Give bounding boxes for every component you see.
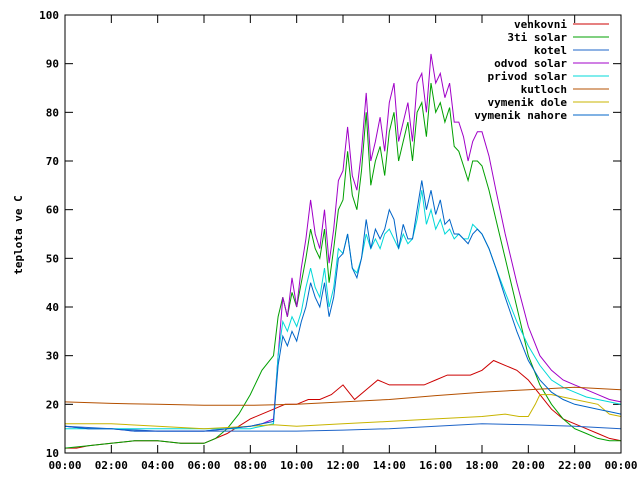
x-tick-label: 18:00 — [465, 459, 498, 472]
legend-label-kotel: kotel — [534, 44, 567, 57]
x-tick-label: 22:00 — [558, 459, 591, 472]
series-line-vymenik-nahore — [64, 180, 622, 432]
legend-label-venkovni: venkovni — [514, 18, 567, 31]
plot-frame — [64, 14, 622, 454]
legend-label-privod-solar: privod solar — [488, 70, 568, 83]
x-tick-label: 12:00 — [326, 459, 359, 472]
axes: 10 20 30 40 50 60 70 80 90 100 00:00 02:00 04:00 06:0… — [39, 9, 637, 472]
y-tick-label: 80 — [46, 106, 59, 119]
x-tick-label: 00:00 — [604, 459, 637, 472]
y-tick-label: 20 — [46, 398, 59, 411]
x-tick-label: 02:00 — [95, 459, 128, 472]
y-tick-label: 60 — [46, 204, 59, 217]
x-tick-label: 04:00 — [141, 459, 174, 472]
series-line-kutloch — [64, 386, 622, 406]
x-tick-label: 10:00 — [280, 459, 313, 472]
series-line-privod-solar — [65, 190, 622, 430]
y-tick-label: 70 — [46, 155, 59, 168]
legend-label-odvod-solar: odvod solar — [494, 57, 567, 70]
y-tick-label: 30 — [46, 350, 59, 363]
x-tick-label: 20:00 — [512, 459, 545, 472]
x-tick-label: 00:00 — [48, 459, 81, 472]
series-group — [64, 53, 622, 449]
x-tick-label: 06:00 — [187, 459, 220, 472]
legend-label-kutloch: kutloch — [521, 83, 567, 96]
series-line-kotel — [64, 423, 622, 432]
legend-label-3ti-solar: 3ti solar — [507, 31, 567, 44]
series-line-odvod-solar — [64, 53, 622, 432]
series-line-3ti-solar — [64, 83, 621, 449]
y-axis-title: teplota ve C — [12, 195, 25, 274]
x-tick-label: 08:00 — [234, 459, 267, 472]
legend-label-vymenik-dole: vymenik dole — [488, 96, 568, 109]
y-tick-label: 90 — [46, 58, 59, 71]
y-tick-label: 100 — [39, 9, 59, 22]
y-tick-label: 10 — [46, 447, 59, 460]
y-tick-label: 50 — [46, 252, 59, 265]
x-tick-label: 14:00 — [373, 459, 406, 472]
legend-label-vymenik-nahore: vymenik nahore — [474, 109, 567, 122]
x-tick-label: 16:00 — [419, 459, 452, 472]
y-tick-label: 40 — [46, 301, 59, 314]
series-line-vymenik-dole — [65, 394, 622, 430]
